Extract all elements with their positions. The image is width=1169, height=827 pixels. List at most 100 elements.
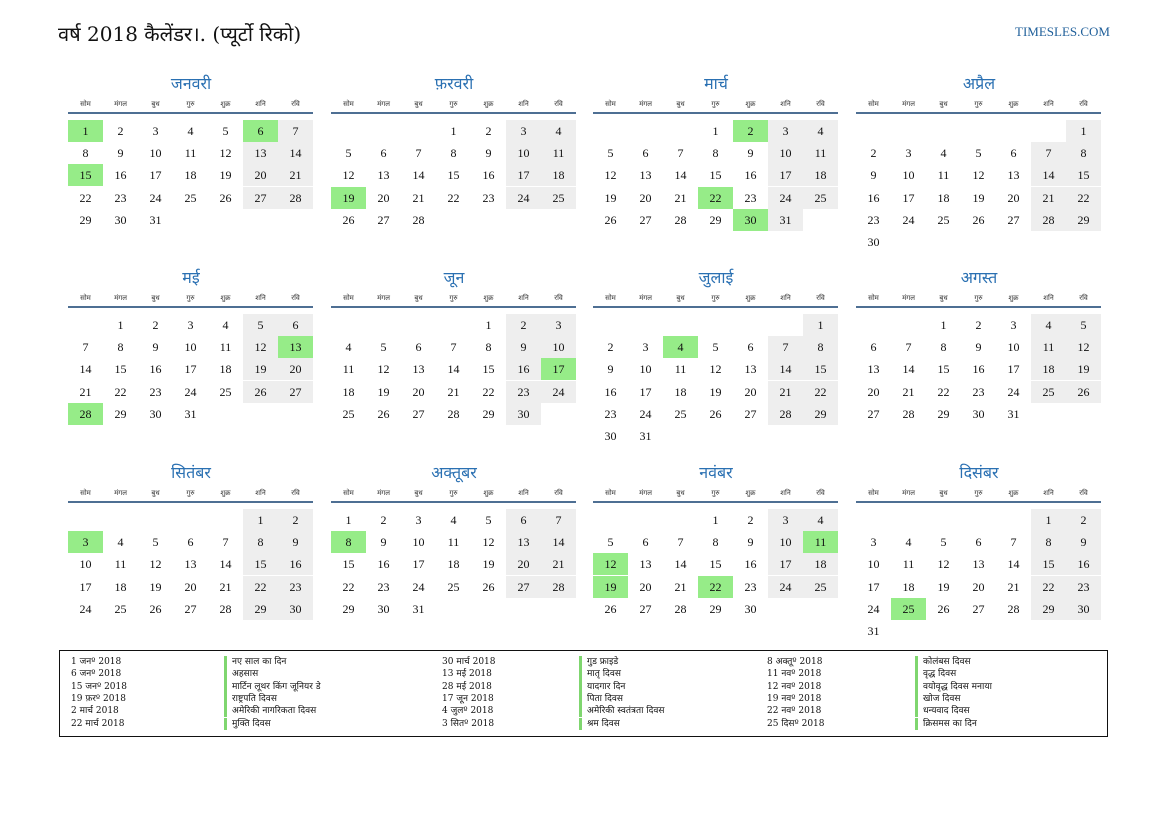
day-cell: 18 [902, 579, 915, 594]
weekday-label: बुध [939, 294, 948, 302]
day-cell: 9 [278, 531, 313, 554]
holiday-name: गुड फ्राइडे [587, 657, 619, 667]
weekday-label: मंगल [639, 489, 652, 497]
day-cell: 18 [342, 384, 355, 399]
day-cell: 22 [937, 384, 950, 399]
day-cell: 13 [639, 168, 652, 183]
day-cell: 22 [482, 384, 495, 399]
day-cell: 10 [79, 557, 92, 572]
day-cell: 19 [972, 190, 985, 205]
day-cell: 25 [114, 601, 127, 616]
day-cell: 14 [674, 557, 687, 572]
weekday-label: गुरु [974, 100, 983, 108]
day-cell: 30 [149, 406, 162, 421]
weekday-label: सोम [868, 294, 879, 302]
day-cell: 3 [187, 318, 194, 332]
day-cell: 28 [219, 601, 232, 616]
day-cell: 14 [412, 168, 425, 183]
day-cell: 16 [482, 168, 495, 183]
weekday-label: गुरु [449, 100, 458, 108]
day-cell: 8 [1031, 531, 1066, 554]
day-cell: 21 [674, 190, 687, 205]
day-cell: 25 [674, 406, 687, 421]
weekday-label: बुध [939, 489, 948, 497]
holiday-name: यादगार दिन [587, 681, 626, 692]
day-cell: 21 [902, 384, 915, 399]
day-cell: 22 [1031, 575, 1066, 598]
day-cell: 15 [482, 362, 495, 377]
weekday-label: रवि [1079, 100, 1088, 108]
day-cell: 11 [184, 146, 197, 161]
weekday-label: गुरु [186, 100, 195, 108]
day-cell: 12 [342, 168, 355, 183]
day-cell: 23 [149, 384, 162, 399]
holiday-name: वृद्ध दिवस [923, 669, 957, 680]
day-cell: 18 [184, 168, 197, 183]
day-cell: 15 [803, 358, 838, 381]
day-cell: 17 [768, 164, 803, 187]
day-cell: 7 [768, 336, 803, 359]
weekday-label: मंगल [902, 100, 915, 108]
day-cell: 17 [506, 164, 541, 187]
day-cell: 10 [768, 531, 803, 554]
day-cell: 15 [447, 168, 460, 183]
day-cell: 29 [709, 212, 722, 227]
day-cell: 25 [803, 186, 838, 209]
day-cell: 26 [377, 406, 390, 421]
header-rule [68, 306, 313, 308]
day-cell: 12 [243, 336, 278, 359]
day-cell: 21 [768, 380, 803, 403]
holiday-name: राष्ट्रपति दिवस [232, 693, 277, 704]
day-cell: 13 [377, 168, 390, 183]
day-cell: 11 [114, 557, 127, 572]
day-cell: 2 [607, 340, 614, 355]
day-cell: 2 [747, 513, 754, 527]
day-cell: 14 [219, 557, 232, 572]
day-cell: 23 [377, 579, 390, 594]
day-cell: 24 [541, 380, 576, 403]
day-cell: 26 [937, 601, 950, 616]
day-cell: 25 [184, 190, 197, 205]
day-cell: 18 [803, 164, 838, 187]
day-cell: 2 [380, 513, 387, 527]
day-cell: 31 [768, 208, 803, 231]
day-cell: 25 [803, 575, 838, 598]
weekday-label: रवि [291, 100, 300, 108]
day-cell: 14 [447, 362, 460, 377]
weekday-label: मंगल [639, 100, 652, 108]
header-rule [331, 306, 576, 308]
holiday-name: श्रम दिवस [587, 718, 620, 729]
day-cell: 21 [412, 190, 425, 205]
day-cell: 27 [184, 601, 197, 616]
day-cell: 22 [1066, 186, 1101, 209]
weekday-label: शनि [255, 100, 266, 108]
day-cell: 16 [972, 362, 985, 377]
day-cell: 12 [604, 168, 617, 183]
holiday-marker [915, 656, 918, 669]
day-cell: 5 [243, 314, 278, 336]
day-cell: 29 [803, 402, 838, 425]
site-link[interactable]: TIMESLES.COM [1015, 24, 1110, 39]
day-cell: 11 [1031, 336, 1066, 359]
weekday-label: सोम [80, 100, 91, 108]
holiday-date: 17 जून 2018 [442, 693, 494, 704]
day-cell: 9 [117, 146, 124, 161]
weekday-label: रवि [554, 294, 563, 302]
day-cell: 27 [867, 406, 880, 421]
day-cell: 19 [243, 358, 278, 381]
day-cell: 3 [415, 513, 422, 527]
day-cell: 9 [1066, 531, 1101, 554]
day-cell: 6 [642, 146, 649, 161]
day-cell: 11 [219, 340, 232, 355]
day-cell: 8 [117, 340, 124, 355]
day-cell: 18 [114, 579, 127, 594]
holiday-name: पिता दिवस [587, 693, 623, 704]
day-cell: 17 [412, 557, 425, 572]
header-rule [68, 501, 313, 503]
day-cell: 5 [222, 124, 229, 138]
day-cell: 27 [377, 212, 390, 227]
day-cell: 26 [972, 212, 985, 227]
weekday-label: शनि [1043, 100, 1054, 108]
weekday-label: गुरु [974, 294, 983, 302]
weekday-label: शनि [255, 294, 266, 302]
